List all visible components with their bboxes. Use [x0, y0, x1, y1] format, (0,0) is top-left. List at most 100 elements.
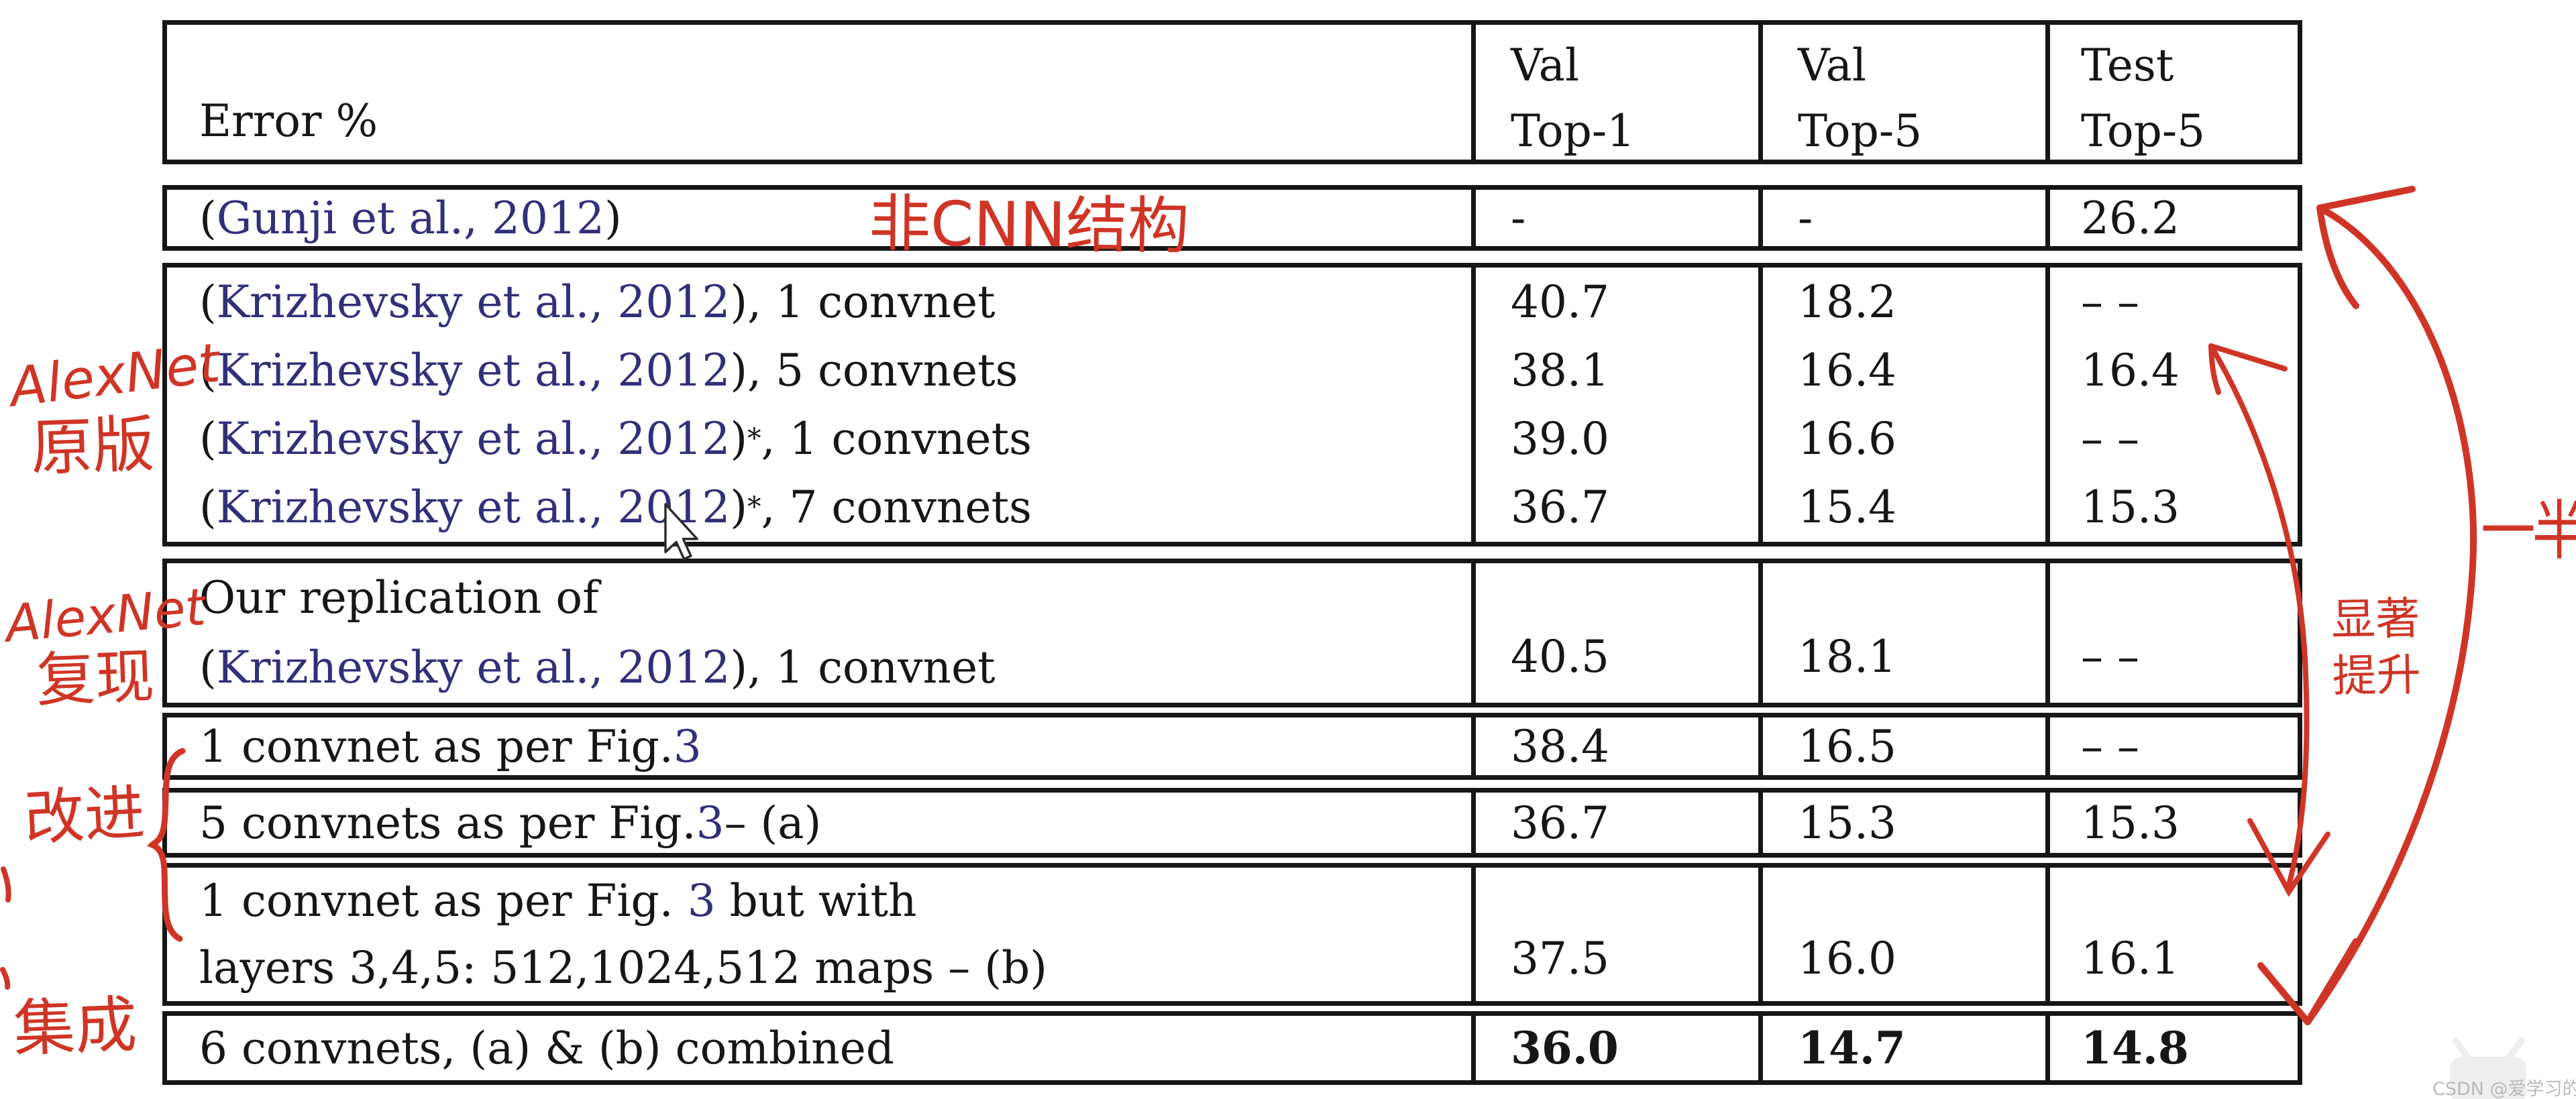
gunji-citation: Gunji et al., 2012 [216, 192, 604, 244]
header-test-top5-line1: Test [2081, 40, 2174, 91]
fig3-1-test-top5: – – [2045, 717, 2298, 775]
kriz1s-val-top5: 16.6 [1798, 412, 1896, 465]
kriz1s-paren: ( [199, 412, 217, 465]
kriz5-test-top5: 16.4 [2081, 344, 2180, 396]
kriz1s-citation: Krizhevsky et al., 2012 [216, 412, 731, 465]
replication-val-top1: 40.5 [1471, 563, 1758, 703]
kriz5-val-top1: 38.1 [1511, 344, 1609, 396]
gunji-val-top1: - [1471, 190, 1758, 246]
annotation-significant-line1: 显著 [2330, 592, 2420, 646]
annotation-significant-line2: 提升 [2332, 648, 2422, 703]
kriz7s-paren-close: ) [730, 481, 748, 533]
kriz5-citation: Krizhevsky et al., 2012 [216, 344, 731, 396]
fig3-b-figref: 3 [687, 875, 716, 927]
fig3-5a-suffix: – (a) [724, 797, 822, 849]
table-section-krizhevsky: (Krizhevsky et al., 2012), 1 convnet (Kr… [162, 263, 2302, 546]
fig3-1-label: 1 convnet as per Fig. 3 [167, 717, 1471, 775]
annotation-improvement: 改进 [22, 777, 147, 854]
fig3-1-val-top1: 38.4 [1471, 717, 1758, 775]
replication-citation: Krizhevsky et al., 2012 [216, 642, 731, 693]
header-val-top5-line1: Val [1798, 40, 1867, 91]
kriz7s-test-top5: 15.3 [2081, 481, 2180, 533]
krizhevsky-testtop5-column: – – 16.4 – – 15.3 [2045, 268, 2298, 542]
annotation-significant-improvement: 显著 提升 [2331, 591, 2422, 705]
combined-test-top5: 14.8 [2045, 1016, 2298, 1080]
krizhevsky-labels-column: (Krizhevsky et al., 2012), 1 convnet (Kr… [167, 268, 1471, 542]
fig3-5a-label: 5 convnets as per Fig. 3 – (a) [167, 793, 1471, 853]
kriz1-citation: Krizhevsky et al., 2012 [216, 276, 731, 328]
kriz1s-label: (Krizhevsky et al., 2012) *, 1 convnets [199, 412, 1032, 465]
kriz1s-val-top1: 39.0 [1511, 412, 1609, 465]
header-error-label: Error % [199, 95, 378, 147]
fig3-1-text: 1 convnet as per Fig. [199, 720, 674, 772]
fig3-1-figref: 3 [673, 720, 702, 772]
annotation-alexnet-original-cjk: 原版 [30, 408, 156, 485]
gunji-test-top5: 26.2 [2045, 190, 2298, 246]
replication-val-top5: 18.1 [1758, 563, 2045, 703]
watermark: CSDN @爱学习的书文 [2432, 1079, 2576, 1099]
annotation-half: 一半 [2481, 494, 2576, 569]
replication-label: Our replication of (Krizhevsky et al., 2… [167, 563, 1471, 703]
kriz7s-label: (Krizhevsky et al., 2012) *, 7 convnets [199, 481, 1032, 533]
kriz5-suffix: ), 5 convnets [730, 344, 1018, 396]
replication-line1: Our replication of [199, 572, 599, 624]
kriz1s-test-top5: – – [2081, 412, 2139, 465]
fig3-5a-figref: 3 [696, 797, 724, 849]
replication-suffix: ), 1 convnet [730, 642, 996, 693]
fig3-1-val-top5: 16.5 [1758, 717, 2045, 775]
fig3-b-line1: 1 convnet as per Fig. 3 but with [199, 868, 917, 935]
kriz1-val-top5: 18.2 [1798, 276, 1896, 328]
header-val-top1-line2: Top-1 [1511, 105, 1635, 157]
header-val-top5-cell: Val Top-5 [1758, 25, 2045, 164]
kriz1-label: (Krizhevsky et al., 2012), 1 convnet [199, 268, 1471, 336]
kriz1s-paren-close: ) [730, 412, 748, 465]
krizhevsky-valtop5-column: 18.2 16.4 16.6 15.4 [1758, 268, 2045, 542]
header-val-top1-line1: Val [1511, 40, 1580, 91]
header-error-cell: Error % [167, 25, 1471, 164]
annotation-non-cnn-structure: 非CNN结构 [868, 187, 1190, 263]
krizhevsky-valtop1-column: 40.7 38.1 39.0 36.7 [1471, 268, 1758, 542]
kriz7s-suffix: , 7 convnets [761, 481, 1032, 533]
fig3-b-val-top1: 37.5 [1471, 868, 1758, 1002]
table-row-fig3-b: 1 convnet as per Fig. 3 but with layers … [162, 863, 2302, 1006]
fig3-b-text2: but with [715, 875, 917, 927]
table-row-combined: 6 convnets, (a) & (b) combined 36.0 14.7… [162, 1011, 2302, 1085]
fig3-b-text: 1 convnet as per Fig. [199, 875, 688, 927]
header-val-top5-line2: Top-5 [1798, 105, 1923, 157]
gunji-paren-open: ( [199, 192, 217, 244]
fig3-5a-test-top5: 15.3 [2045, 793, 2298, 853]
combined-label: 6 convnets, (a) & (b) combined [199, 1022, 895, 1074]
table-row-gunji: (Gunji et al., 2012) - - 26.2 [162, 185, 2302, 251]
fig3-b-test-top5: 16.1 [2045, 868, 2298, 1002]
fig3-5a-val-top5: 15.3 [1758, 793, 2045, 853]
kriz5-label: (Krizhevsky et al., 2012), 5 convnets [199, 336, 1471, 404]
kriz1-paren: ( [199, 276, 217, 328]
kriz7s-val-top5: 15.4 [1798, 481, 1896, 533]
header-test-top5-cell: Test Top-5 [2045, 25, 2298, 164]
table-row-fig3-5convnets-a: 5 convnets as per Fig. 3 – (a) 36.7 15.3… [162, 788, 2302, 858]
kriz5-paren: ( [199, 344, 217, 396]
gunji-label: (Gunji et al., 2012) [167, 190, 1471, 246]
table-header-section: Error % Val Top-1 Val Top-5 Test Top-5 [162, 20, 2302, 164]
kriz1-suffix: ), 1 convnet [730, 276, 996, 328]
annotation-alexnet-replication-cjk: 复现 [35, 641, 156, 715]
header-val-top1-cell: Val Top-1 [1471, 25, 1758, 164]
left-edge-marks-icon [0, 866, 11, 990]
replication-test-top5: – – [2045, 563, 2298, 703]
kriz7s-val-top1: 36.7 [1511, 481, 1609, 533]
annotation-ensemble: 集成 [12, 988, 138, 1065]
table-row-replication: Our replication of (Krizhevsky et al., 2… [162, 559, 2302, 707]
fig3-b-val-top5: 16.0 [1758, 868, 2045, 1002]
header-test-top5-line2: Top-5 [2081, 105, 2206, 157]
gunji-val-top5: - [1758, 190, 2045, 246]
kriz5-val-top5: 16.4 [1798, 344, 1896, 396]
fig3-b-label: 1 convnet as per Fig. 3 but with layers … [167, 868, 1471, 1002]
combined-val-top5: 14.7 [1758, 1016, 2045, 1080]
combined-val-top1: 36.0 [1471, 1016, 1758, 1080]
kriz1-test-top5: – – [2081, 276, 2139, 328]
replication-paren: ( [199, 642, 217, 693]
replication-line2: (Krizhevsky et al., 2012), 1 convnet [199, 633, 996, 703]
table-row-fig3-1convnet: 1 convnet as per Fig. 3 38.4 16.5 – – [162, 713, 2302, 780]
fig3-b-line2: layers 3,4,5: 512,1024,512 maps – (b) [199, 942, 1047, 994]
